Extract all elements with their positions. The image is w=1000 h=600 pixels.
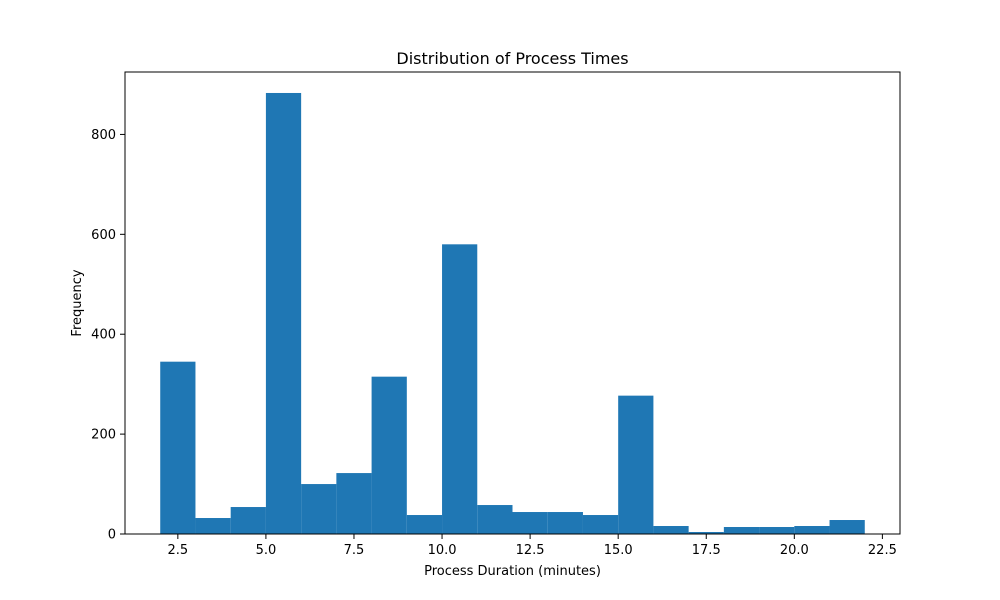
histogram-bar — [230, 507, 266, 534]
x-tick-label: 20.0 — [780, 543, 809, 558]
histogram-bar — [688, 532, 724, 534]
histogram-bar — [371, 376, 407, 534]
histogram-bar — [829, 520, 865, 534]
plot-area-frame — [124, 71, 901, 535]
x-axis-ticks: 2.5 5.0 7.5 10.0 12.5 15.0 17.5 20.0 22.5 — [167, 534, 897, 558]
y-tick-label: 600 — [91, 228, 116, 243]
x-tick-label: 2.5 — [167, 543, 188, 558]
x-tick-label: 7.5 — [344, 543, 365, 558]
histogram-bar — [618, 395, 654, 534]
histogram-bar — [406, 515, 443, 534]
histogram-bar — [442, 244, 478, 534]
histogram-bar — [653, 526, 689, 534]
y-tick-label: 800 — [91, 128, 116, 143]
x-tick-label: 12.5 — [516, 543, 545, 558]
histogram-bar — [794, 526, 830, 534]
y-axis-ticks: 0 200 400 600 800 — [91, 128, 125, 543]
bars-group — [160, 92, 865, 534]
y-tick-label: 0 — [108, 528, 116, 543]
x-tick-label: 5.0 — [256, 543, 277, 558]
histogram-bar — [195, 518, 231, 534]
histogram-bar — [723, 527, 760, 534]
x-tick-label: 22.5 — [868, 543, 897, 558]
x-tick-label: 10.0 — [428, 543, 457, 558]
histogram-bar — [759, 527, 795, 534]
histogram-bar — [477, 505, 513, 534]
chart-title: Distribution of Process Times — [396, 49, 628, 68]
x-axis-label: Process Duration (minutes) — [424, 564, 601, 579]
y-tick-label: 400 — [91, 328, 116, 343]
y-axis-label: Frequency — [70, 269, 85, 336]
histogram-bar — [512, 512, 548, 534]
x-tick-label: 15.0 — [604, 543, 633, 558]
x-tick-label: 17.5 — [692, 543, 721, 558]
y-tick-label: 200 — [91, 428, 116, 443]
histogram-bar — [547, 512, 583, 534]
histogram-bar — [301, 484, 337, 534]
histogram-bar — [582, 515, 619, 534]
histogram-bar — [336, 473, 372, 534]
histogram-bar — [160, 361, 196, 534]
histogram-bar — [265, 92, 302, 534]
